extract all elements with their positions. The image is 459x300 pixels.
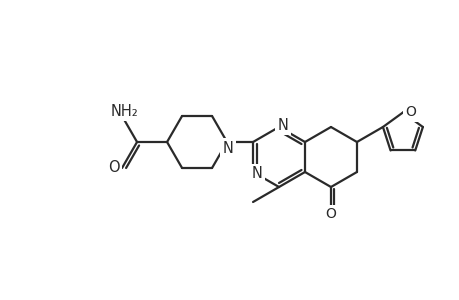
Text: O: O	[404, 106, 415, 119]
Text: N: N	[277, 118, 288, 133]
Text: N: N	[222, 140, 233, 155]
Text: NH₂: NH₂	[110, 103, 138, 118]
Text: O: O	[325, 207, 336, 221]
Text: N: N	[251, 167, 262, 182]
Text: O: O	[108, 160, 120, 175]
